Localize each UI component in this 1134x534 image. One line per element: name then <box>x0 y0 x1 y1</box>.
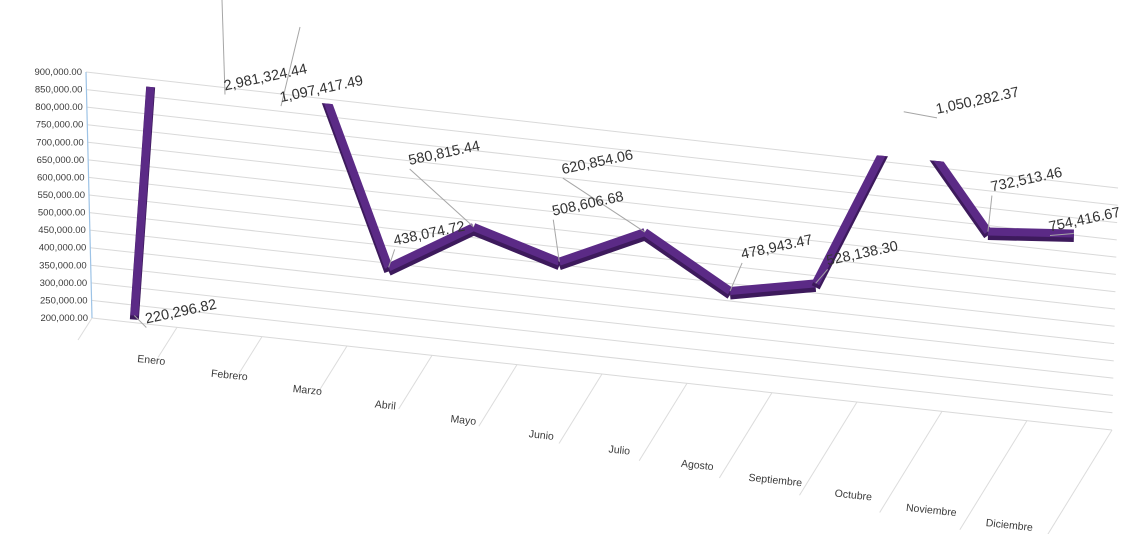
label-leader-line <box>903 111 938 119</box>
y-tick-label: 450,000.00 <box>38 225 86 236</box>
data-label: 508,606.68 <box>551 189 625 220</box>
y-tick-label: 550,000.00 <box>37 190 85 201</box>
y-tick-label: 300,000.00 <box>40 278 88 289</box>
label-leader-line <box>552 219 560 262</box>
y-gridline <box>87 124 1117 241</box>
x-axis: Enero Febrero Marzo Abril Mayo Junio Julio Agos… <box>137 353 1034 534</box>
x-tick-label: Febrero <box>210 368 248 384</box>
y-tick-label: 600,000.00 <box>37 172 85 183</box>
floor-gridline <box>638 383 688 462</box>
series-segment <box>472 223 561 266</box>
series-segment <box>642 228 733 295</box>
y-tick-label: 250,000.00 <box>40 295 88 306</box>
y-gridline <box>91 317 1113 431</box>
floor-gridline <box>718 392 773 479</box>
x-tick-label: Marzo <box>292 383 322 398</box>
y-gridline <box>89 212 1115 327</box>
series-segment <box>296 80 393 269</box>
data-label: 1,050,282.37 <box>935 84 1021 117</box>
label-leader-line <box>729 262 743 292</box>
x-tick-label: Septiembre <box>748 472 803 490</box>
floor-gridline <box>237 336 263 375</box>
y-gridline <box>88 159 1116 275</box>
data-label-leaders <box>133 0 1074 328</box>
label-leader-line <box>1049 233 1074 237</box>
floor-gridline <box>558 373 603 444</box>
floor-gridline <box>478 364 518 427</box>
y-gridline <box>90 247 1114 362</box>
floor-gridline <box>799 401 858 496</box>
y-axis: 200,000.00 250,000.00 300,000.00 350,000.00… <box>34 67 93 324</box>
label-leader-line <box>280 26 301 107</box>
y-tick-label: 650,000.00 <box>37 155 85 166</box>
y-gridline <box>88 176 1116 293</box>
series-segment <box>130 80 206 316</box>
data-label: 754,416.67 <box>1048 205 1122 236</box>
series-segment <box>729 279 817 295</box>
y-gridline <box>91 282 1113 396</box>
label-leader-line <box>409 168 475 228</box>
floor-gridline <box>77 317 93 341</box>
y-tick-label: 500,000.00 <box>38 208 86 219</box>
x-tick-label: Julio <box>608 443 631 457</box>
floor-gridline <box>398 355 433 410</box>
y-tick-label: 900,000.00 <box>34 67 82 78</box>
floor-grid <box>77 317 1113 534</box>
data-label: 620,854.06 <box>560 147 634 178</box>
y-tick-label: 400,000.00 <box>39 243 87 254</box>
floor-gridline <box>959 420 1028 531</box>
floor-gridline <box>318 345 348 393</box>
series-segment <box>386 223 476 272</box>
x-tick-label: Mayo <box>450 413 477 428</box>
series-line <box>129 0 1074 320</box>
y-tick-label: 750,000.00 <box>36 120 84 131</box>
label-leader-line <box>987 195 993 232</box>
x-tick-label: Enero <box>137 353 166 368</box>
series-segment <box>557 228 647 266</box>
y-tick-label: 800,000.00 <box>35 102 83 113</box>
label-leader-line <box>133 315 147 328</box>
x-tick-label: Abril <box>374 398 396 412</box>
label-leader-line <box>815 269 829 284</box>
series-segment <box>202 0 300 27</box>
y-gridline <box>86 106 1118 224</box>
label-leader-line <box>562 177 646 233</box>
data-label: 732,513.46 <box>989 165 1063 196</box>
y-tick-label: 350,000.00 <box>39 260 87 271</box>
floor-gridline <box>879 411 943 513</box>
x-tick-label: Noviembre <box>905 502 957 519</box>
y-tick-label: 700,000.00 <box>36 137 84 148</box>
y-tick-label: 850,000.00 <box>35 85 83 96</box>
y-gridline <box>90 264 1114 379</box>
x-tick-label: Junio <box>528 428 554 443</box>
label-leader-line <box>388 249 396 268</box>
x-tick-label: Agosto <box>680 458 714 473</box>
y-tick-label: 200,000.00 <box>40 313 88 324</box>
y-gridline <box>87 141 1117 258</box>
x-tick-label: Diciembre <box>985 517 1033 534</box>
series-segment-shadow <box>202 0 300 31</box>
floor-gridline <box>1047 429 1113 534</box>
data-label: 220,296.82 <box>144 297 218 328</box>
y-gridline <box>86 89 1118 206</box>
series-segment <box>987 227 1074 238</box>
y-axis-line <box>85 71 93 319</box>
y-gridline <box>89 229 1115 345</box>
x-tick-label: Octubre <box>834 488 873 504</box>
floor-gridline <box>157 327 178 358</box>
label-leader-line <box>221 0 226 95</box>
back-wall-gridlines <box>85 71 1119 431</box>
y-gridline <box>91 299 1113 414</box>
